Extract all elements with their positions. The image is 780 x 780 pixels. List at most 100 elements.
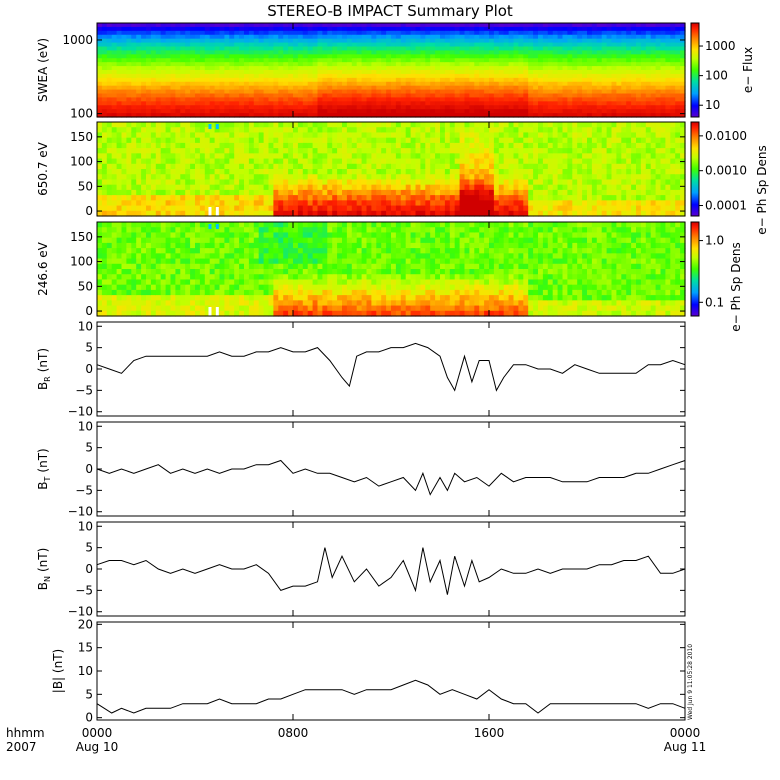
heatmap-cell xyxy=(126,132,132,139)
heatmap-cell xyxy=(616,38,622,44)
heatmap-cell xyxy=(567,81,573,87)
heatmap-cell xyxy=(346,105,353,110)
heatmap-cell xyxy=(518,174,524,181)
heatmap-cell xyxy=(420,62,426,67)
heatmap-cell xyxy=(253,81,260,87)
heatmap-cell xyxy=(459,70,466,75)
heatmap-cell xyxy=(307,174,314,181)
heatmap-cell xyxy=(258,195,265,201)
heatmap-cell xyxy=(97,109,103,114)
heatmap-cell xyxy=(258,179,265,186)
heatmap-cell xyxy=(376,89,382,95)
heatmap-cell xyxy=(283,179,289,186)
heatmap-cell xyxy=(170,101,176,106)
heatmap-cell xyxy=(209,127,216,134)
heatmap-cell xyxy=(317,62,323,67)
heatmap-cell xyxy=(655,46,662,52)
heatmap-cell xyxy=(616,158,622,165)
heatmap-cell xyxy=(572,42,578,48)
heatmap-cell xyxy=(381,50,387,55)
heatmap-cell xyxy=(410,200,417,207)
heatmap-cell xyxy=(101,77,108,83)
heatmap-cell xyxy=(239,148,245,154)
heatmap-cell xyxy=(204,66,211,71)
heatmap-cell xyxy=(391,174,397,181)
heatmap-cell xyxy=(121,58,127,63)
heatmap-cell xyxy=(101,66,108,71)
heatmap-cell xyxy=(395,195,402,201)
heatmap-cell xyxy=(640,153,647,160)
heatmap-cell xyxy=(224,109,230,114)
heatmap-cell xyxy=(621,81,627,87)
heatmap-cell xyxy=(464,113,470,118)
heatmap-cell xyxy=(126,169,132,175)
heatmap-cell xyxy=(293,81,299,87)
heatmap-cell xyxy=(307,148,314,154)
heatmap-cell xyxy=(126,184,132,191)
heatmap-cell xyxy=(631,163,637,170)
heatmap-cell xyxy=(444,93,451,99)
heatmap-cell xyxy=(322,205,328,212)
heatmap-cell xyxy=(636,184,642,191)
heatmap-cell xyxy=(474,62,480,67)
heatmap-cell xyxy=(449,23,456,28)
heatmap-cell xyxy=(234,153,240,160)
heatmap-cell xyxy=(273,46,279,52)
heatmap-cell xyxy=(356,73,363,79)
heatmap-cell xyxy=(484,93,490,99)
heatmap-cell xyxy=(508,101,515,106)
heatmap-cell xyxy=(547,54,554,59)
heatmap-cell xyxy=(391,142,397,149)
heatmap-cell xyxy=(297,184,304,191)
heatmap-cell xyxy=(518,58,524,63)
heatmap-cell xyxy=(587,77,593,83)
heatmap-cell xyxy=(533,200,539,207)
heatmap-cell xyxy=(214,158,221,165)
heatmap-cell xyxy=(116,200,123,207)
heatmap-cell xyxy=(464,109,470,114)
heatmap-cell xyxy=(449,210,456,217)
plot-title: STEREO-B IMPACT Summary Plot xyxy=(267,2,513,20)
heatmap-cell xyxy=(636,89,642,95)
heatmap-cell xyxy=(645,195,652,201)
heatmap-cell xyxy=(454,210,461,217)
heatmap-cell xyxy=(425,142,431,149)
heatmap-cell xyxy=(591,200,598,207)
heatmap-cell xyxy=(351,89,358,95)
heatmap-cell xyxy=(435,66,441,71)
heatmap-cell xyxy=(420,85,426,91)
heatmap-cell xyxy=(302,184,309,191)
heatmap-cell xyxy=(224,205,230,212)
heatmap-cell xyxy=(293,105,299,110)
heatmap-cell xyxy=(498,46,505,52)
heatmap-cell xyxy=(430,66,436,71)
heatmap-cell xyxy=(376,62,382,67)
heatmap-cell xyxy=(469,189,475,196)
heatmap-cell xyxy=(596,158,603,165)
heatmap-cell xyxy=(170,93,176,99)
heatmap-cell xyxy=(601,73,608,79)
heatmap-cell xyxy=(190,205,196,212)
heatmap-cell xyxy=(376,97,382,102)
heatmap-cell xyxy=(116,26,123,32)
heatmap-cell xyxy=(489,127,495,134)
heatmap-cell xyxy=(395,174,402,181)
heatmap-cell xyxy=(640,163,647,170)
heatmap-cell xyxy=(209,97,216,102)
heatmap-cell xyxy=(371,23,377,28)
heatmap-cell xyxy=(239,85,245,91)
heatmap-cell xyxy=(199,148,206,154)
heatmap-cell xyxy=(97,42,103,48)
heatmap-cell xyxy=(410,26,417,32)
heatmap-cell xyxy=(351,30,358,36)
heatmap-cell xyxy=(528,101,534,106)
heatmap-cell xyxy=(337,77,343,83)
heatmap-cell xyxy=(199,158,206,165)
heatmap-cell xyxy=(263,34,270,40)
heatmap-cell xyxy=(190,58,196,63)
heatmap-cell xyxy=(346,184,353,191)
heatmap-cell xyxy=(288,189,294,196)
heatmap-cell xyxy=(454,127,461,134)
heatmap-cell xyxy=(376,58,382,63)
heatmap-cell xyxy=(513,189,519,196)
